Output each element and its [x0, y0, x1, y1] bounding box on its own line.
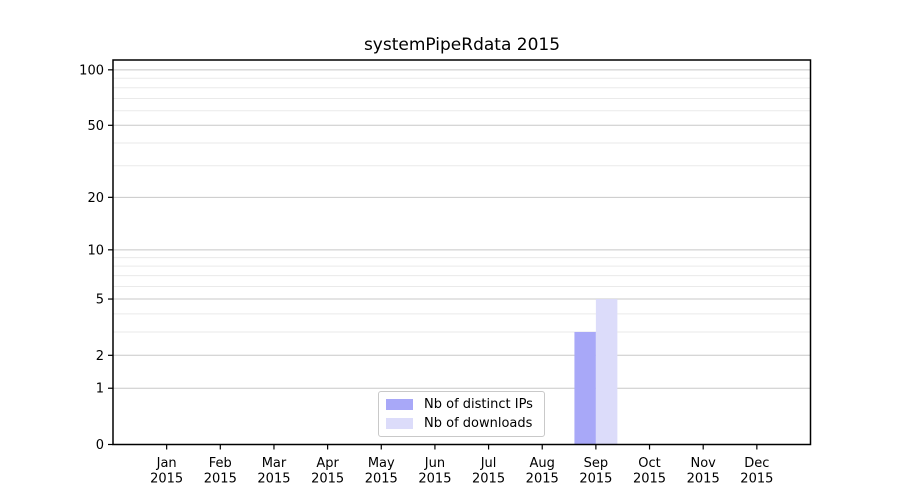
x-tick-label-aug: Aug 2015	[526, 456, 559, 487]
x-tick-label-feb: Feb 2015	[204, 456, 237, 487]
y-tick-label-2: 2	[96, 349, 104, 364]
x-tick-label-jun: Jun 2015	[418, 456, 451, 487]
bar-sep-distinct-ips	[574, 331, 596, 445]
x-tick-label-jul: Jul 2015	[472, 456, 505, 487]
y-tick-label-1: 1	[96, 382, 104, 397]
x-tick-label-dec: Dec 2015	[740, 456, 773, 487]
y-tick-label-0: 0	[96, 438, 104, 453]
legend-item-downloads: Nb of downloads	[386, 415, 536, 432]
x-tick-label-sep: Sep 2015	[579, 456, 612, 487]
x-tick-label-apr: Apr 2015	[311, 456, 344, 487]
legend-item-distinct-ips: Nb of distinct IPs	[386, 396, 536, 413]
x-tick-label-oct: Oct 2015	[633, 456, 666, 487]
x-tick-label-may: May 2015	[365, 456, 398, 487]
y-tick-label-5: 5	[96, 293, 104, 308]
legend-label-distinct-ips: Nb of distinct IPs	[424, 397, 533, 412]
legend-label-downloads: Nb of downloads	[424, 416, 533, 431]
x-tick-label-nov: Nov 2015	[687, 456, 720, 487]
legend-swatch-downloads-icon	[386, 418, 413, 429]
x-tick-label-mar: Mar 2015	[257, 456, 290, 487]
y-tick-label-20: 20	[87, 191, 104, 206]
legend: Nb of distinct IPs Nb of downloads	[378, 391, 545, 437]
y-tick-label-50: 50	[87, 119, 104, 134]
y-tick-label-10: 10	[87, 243, 104, 258]
legend-swatch-distinct-ips-icon	[386, 399, 413, 410]
bar-sep-downloads	[595, 299, 618, 445]
plot-frame	[112, 59, 812, 446]
chart-title: systemPipeRdata 2015	[363, 35, 561, 55]
x-tick-label-jan: Jan 2015	[150, 456, 183, 487]
y-tick-label-100: 100	[79, 63, 104, 78]
